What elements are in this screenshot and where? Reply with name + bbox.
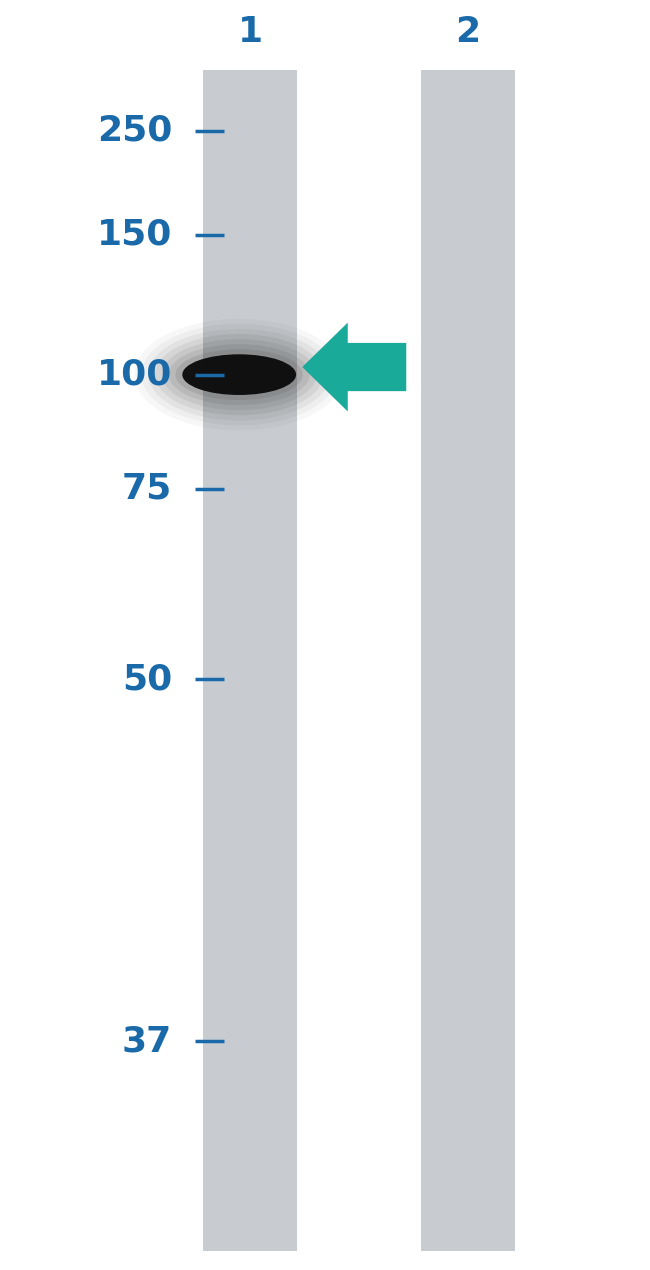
Text: 250: 250 (97, 114, 172, 147)
Ellipse shape (176, 349, 303, 400)
Text: 150: 150 (97, 218, 172, 251)
FancyArrow shape (302, 323, 406, 411)
Bar (421, 70, 515, 1251)
Text: 2: 2 (456, 15, 480, 48)
Ellipse shape (155, 334, 324, 415)
Text: 100: 100 (97, 358, 172, 391)
Ellipse shape (148, 329, 330, 420)
Ellipse shape (162, 339, 317, 410)
Text: 37: 37 (122, 1025, 172, 1058)
Ellipse shape (168, 344, 310, 405)
Text: 50: 50 (122, 663, 172, 696)
Text: 1: 1 (238, 15, 263, 48)
Bar (203, 70, 298, 1251)
Ellipse shape (182, 354, 296, 395)
Text: 75: 75 (122, 472, 172, 505)
Ellipse shape (182, 354, 296, 395)
